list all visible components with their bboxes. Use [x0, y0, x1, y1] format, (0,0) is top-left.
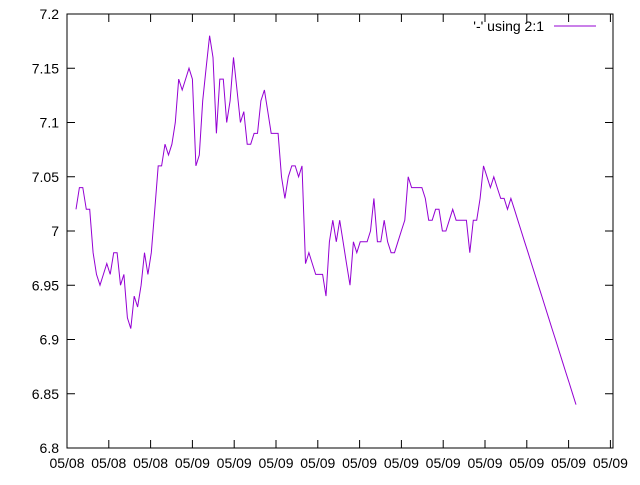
y-tick-label: 7.15: [32, 60, 59, 76]
y-tick-label: 7.1: [40, 115, 60, 131]
x-tick-label: 05/08: [133, 455, 168, 471]
y-tick-label: 6.9: [40, 332, 60, 348]
y-tick-label: 7.2: [40, 6, 60, 22]
x-tick-label: 05/09: [175, 455, 210, 471]
series-layer: [75, 35, 577, 405]
x-tick-label: 05/09: [342, 455, 377, 471]
y-tick-label: 6.8: [40, 440, 60, 456]
series-line: [75, 35, 577, 405]
y-tick-label: 6.95: [32, 277, 59, 293]
x-tick-label: 05/09: [509, 455, 544, 471]
y-axis: 7.2 7.15 7.1 7.05 7 6.95 6.9 6.85 6.8: [32, 6, 613, 456]
x-tick-label: 05/09: [467, 455, 502, 471]
y-tick-label: 7.05: [32, 169, 59, 185]
x-tick-label: 05/08: [91, 455, 126, 471]
y-tick-label: 7: [51, 223, 59, 239]
x-tick-label: 05/09: [426, 455, 461, 471]
x-tick-label: 05/09: [551, 455, 586, 471]
y-tick-label: 6.85: [32, 386, 59, 402]
x-tick-label: 05/09: [258, 455, 293, 471]
x-tick-label: 05/09: [217, 455, 252, 471]
x-axis: 05/08 05/08 05/08 05/09 05/09 05/09 05/09 05/09…: [49, 14, 628, 471]
x-tick-label: 05/09: [593, 455, 628, 471]
x-tick-label: 05/09: [384, 455, 419, 471]
x-tick-label: 05/09: [300, 455, 335, 471]
x-tick-label: 05/08: [49, 455, 84, 471]
plot-frame: [66, 13, 614, 449]
legend: '-' using 2:1: [473, 18, 596, 34]
legend-label: '-' using 2:1: [473, 18, 544, 34]
